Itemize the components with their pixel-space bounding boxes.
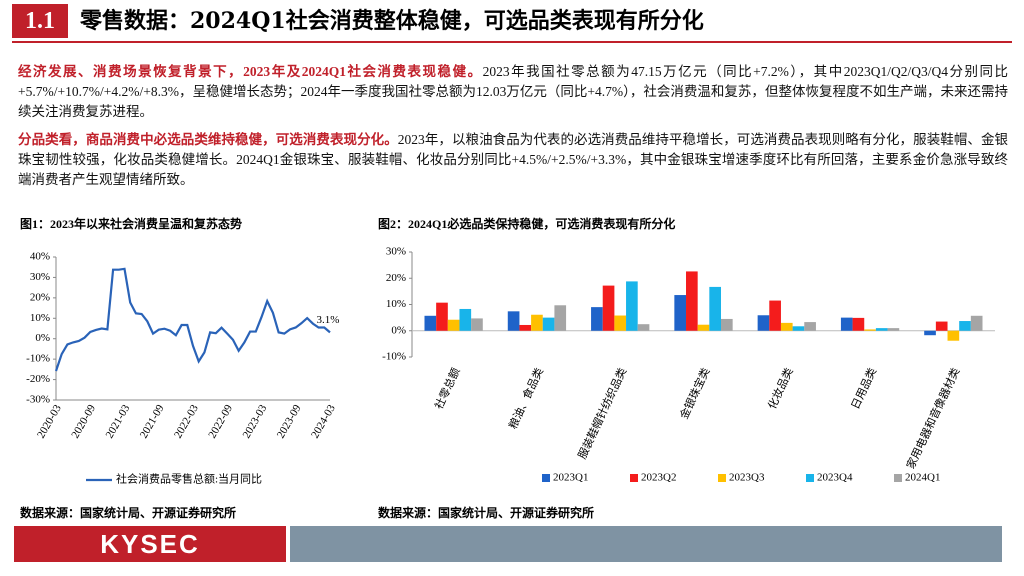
bar — [709, 286, 721, 331]
y-tick-label: 10% — [386, 298, 406, 310]
bar — [447, 319, 460, 331]
y-tick-label: -10% — [26, 353, 50, 365]
bar — [947, 330, 960, 341]
data-line — [54, 267, 331, 372]
bar — [864, 329, 876, 331]
bar — [780, 322, 793, 331]
x-tick-label: 化妆品类 — [765, 365, 796, 411]
bar — [887, 328, 900, 331]
y-tick-label: 10% — [30, 312, 50, 324]
para-lead: 经济发展、消费场景恢复背景下，2023年及2024Q1社会消费表现稳健。 — [18, 64, 483, 79]
legend-swatch — [630, 474, 638, 482]
chart-title: 图1：2023年以来社会消费呈温和复苏态势 — [20, 216, 242, 231]
bar — [531, 314, 543, 331]
x-tick-label: 家用电器和音像器材类 — [903, 365, 962, 471]
bar — [769, 300, 781, 331]
legend-label: 2023Q4 — [817, 472, 853, 484]
bar — [720, 318, 733, 331]
x-tick-label: 日用品类 — [848, 365, 879, 411]
data-label: 3.1% — [317, 314, 340, 326]
bar — [674, 295, 687, 331]
bar — [507, 311, 520, 331]
legend-swatch — [718, 474, 726, 482]
header-rule — [12, 41, 1012, 43]
y-tick-label: -20% — [26, 373, 50, 385]
x-tick-label: 2022-03 — [172, 402, 201, 440]
y-tick-label: 40% — [30, 251, 50, 263]
legend-swatch — [894, 474, 902, 482]
legend-swatch — [542, 474, 550, 482]
bar — [935, 321, 948, 331]
slide-title: 零售数据：2024Q1社会消费整体稳健，可选品类表现有所分化 — [80, 8, 704, 34]
bar — [471, 318, 483, 331]
chart-title: 图2：2024Q1必选品类保持稳健，可选消费表现有所分化 — [378, 216, 675, 231]
para-text: 2023年我国社零总额为47.15万亿元（同比+7.2%），其中2023Q1/Q… — [18, 64, 1009, 119]
bar — [554, 305, 567, 331]
y-tick-label: 30% — [386, 246, 406, 258]
bar — [757, 315, 770, 331]
footer-bar — [290, 526, 1002, 562]
x-tick-label: 2020-09 — [69, 402, 98, 440]
legend-label: 2023Q3 — [729, 472, 765, 484]
bar — [626, 281, 638, 331]
bar — [519, 324, 532, 331]
bar — [602, 285, 615, 331]
bar — [804, 322, 816, 331]
bar — [959, 321, 971, 331]
bar — [840, 317, 853, 331]
y-tick-label: 30% — [30, 271, 50, 283]
legend-label: 社会消费品零售总额:当月同比 — [116, 472, 262, 486]
x-tick-label: 2021-03 — [104, 402, 133, 440]
x-tick-label: 社零总额 — [431, 365, 462, 411]
y-tick-label: -10% — [382, 351, 406, 363]
x-tick-label: 2023-03 — [241, 402, 270, 440]
bar — [459, 308, 472, 331]
bar — [542, 317, 555, 331]
bar — [924, 330, 936, 336]
para-text: 2023年，以粮油食品为代表的必选消费品维持平稳增长，可选消费品表现则略有分化，… — [18, 132, 1009, 187]
bar — [792, 326, 805, 331]
x-tick-label: 2024-03 — [309, 402, 338, 440]
y-tick-label: 20% — [386, 272, 406, 284]
x-tick-label: 2021-09 — [138, 402, 167, 440]
bar — [591, 307, 603, 331]
legend-label: 2024Q1 — [905, 472, 940, 484]
bar — [875, 328, 888, 331]
x-tick-label: 金银珠宝类 — [677, 365, 713, 421]
logo: KYSEC — [14, 526, 286, 562]
x-tick-label: 2023-09 — [275, 402, 304, 440]
bar — [697, 324, 710, 331]
bar — [436, 302, 448, 331]
x-tick-label: 粮油、食品类 — [505, 365, 546, 431]
legend-label: 2023Q2 — [641, 472, 676, 484]
legend-swatch — [806, 474, 814, 482]
bar — [852, 317, 865, 331]
bar — [614, 315, 627, 331]
y-tick-label: -30% — [26, 394, 50, 406]
x-tick-label: 2020-03 — [35, 402, 64, 440]
paragraph: 分品类看，商品消费中必选品类维持稳健，可选消费表现分化。2023年，以粮油食品为… — [18, 130, 1008, 190]
section-number: 1.1 — [12, 4, 68, 38]
y-tick-label: 20% — [30, 291, 50, 303]
x-tick-label: 2022-09 — [206, 402, 235, 440]
bar — [424, 315, 437, 331]
bar — [686, 271, 698, 331]
x-tick-label: 服装鞋帽针纺织品类 — [575, 365, 630, 461]
y-tick-label: 0% — [391, 324, 406, 336]
para-lead: 分品类看，商品消费中必选品类维持稳健，可选消费表现分化。 — [18, 132, 398, 147]
paragraph: 经济发展、消费场景恢复背景下，2023年及2024Q1社会消费表现稳健。2023… — [18, 62, 1008, 122]
source-note: 数据来源：国家统计局、开源证券研究所 — [378, 506, 595, 520]
source-note: 数据来源：国家统计局、开源证券研究所 — [20, 506, 237, 520]
bar — [970, 315, 983, 331]
y-tick-label: 0% — [35, 332, 50, 344]
bar — [637, 324, 650, 331]
legend-label: 2023Q1 — [553, 472, 588, 484]
